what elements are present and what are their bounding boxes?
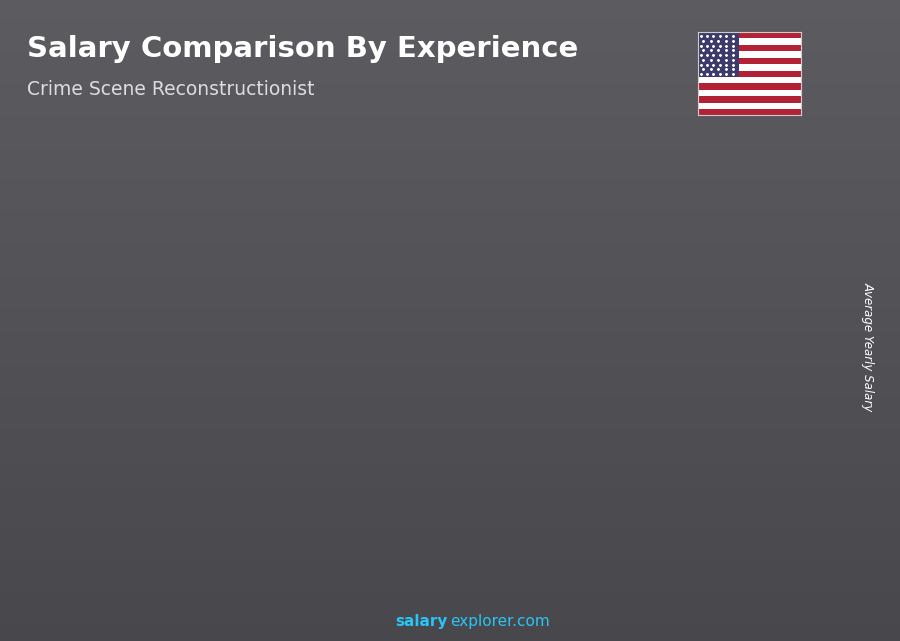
Text: +29%: +29% [130,304,189,322]
Text: 128,000 USD: 128,000 USD [689,169,772,182]
FancyArrowPatch shape [140,367,192,410]
Bar [698,83,801,90]
Text: 120,000 USD: 120,000 USD [565,192,648,205]
Text: 51,100 USD: 51,100 USD [69,395,144,408]
Bar [444,234,508,564]
Bar [692,187,756,564]
FancyArrowPatch shape [513,203,563,229]
Bar [698,103,801,109]
Bar [698,96,801,103]
Bar [196,370,260,564]
Polygon shape [384,290,395,564]
Bar [698,58,801,64]
Text: +38%: +38% [255,224,313,242]
Text: Salary Comparison By Experience: Salary Comparison By Experience [27,35,578,63]
FancyArrowPatch shape [637,179,688,205]
Bar [698,32,739,77]
Bar [698,38,801,45]
Bar [698,64,801,71]
Polygon shape [260,366,272,564]
Text: 65,700 USD: 65,700 USD [194,353,268,365]
Polygon shape [692,178,768,187]
Bar [320,297,384,564]
Polygon shape [568,202,644,211]
Bar [698,71,801,77]
Text: +24%: +24% [379,154,436,172]
Polygon shape [72,410,148,413]
Bar [72,413,137,564]
Polygon shape [196,366,272,370]
Text: 90,600 USD: 90,600 USD [318,279,392,292]
Bar [698,32,801,38]
Polygon shape [444,226,519,234]
Polygon shape [137,410,148,564]
Text: Average Yearly Salary: Average Yearly Salary [862,281,875,411]
Bar [698,90,801,96]
Bar [698,51,801,58]
Text: Crime Scene Reconstructionist: Crime Scene Reconstructionist [27,80,314,99]
Text: explorer.com: explorer.com [450,615,550,629]
Polygon shape [632,202,644,564]
Polygon shape [508,226,519,564]
Text: salary: salary [395,615,447,629]
Polygon shape [320,290,395,297]
Bar [698,45,801,51]
Bar [698,109,801,115]
FancyArrowPatch shape [388,232,439,292]
Text: 112,000 USD: 112,000 USD [441,216,524,229]
FancyArrowPatch shape [264,296,316,366]
Text: +7%: +7% [509,124,554,142]
Polygon shape [756,178,768,564]
Bar [568,211,632,564]
Bar [698,77,801,83]
Text: +7%: +7% [633,94,679,112]
